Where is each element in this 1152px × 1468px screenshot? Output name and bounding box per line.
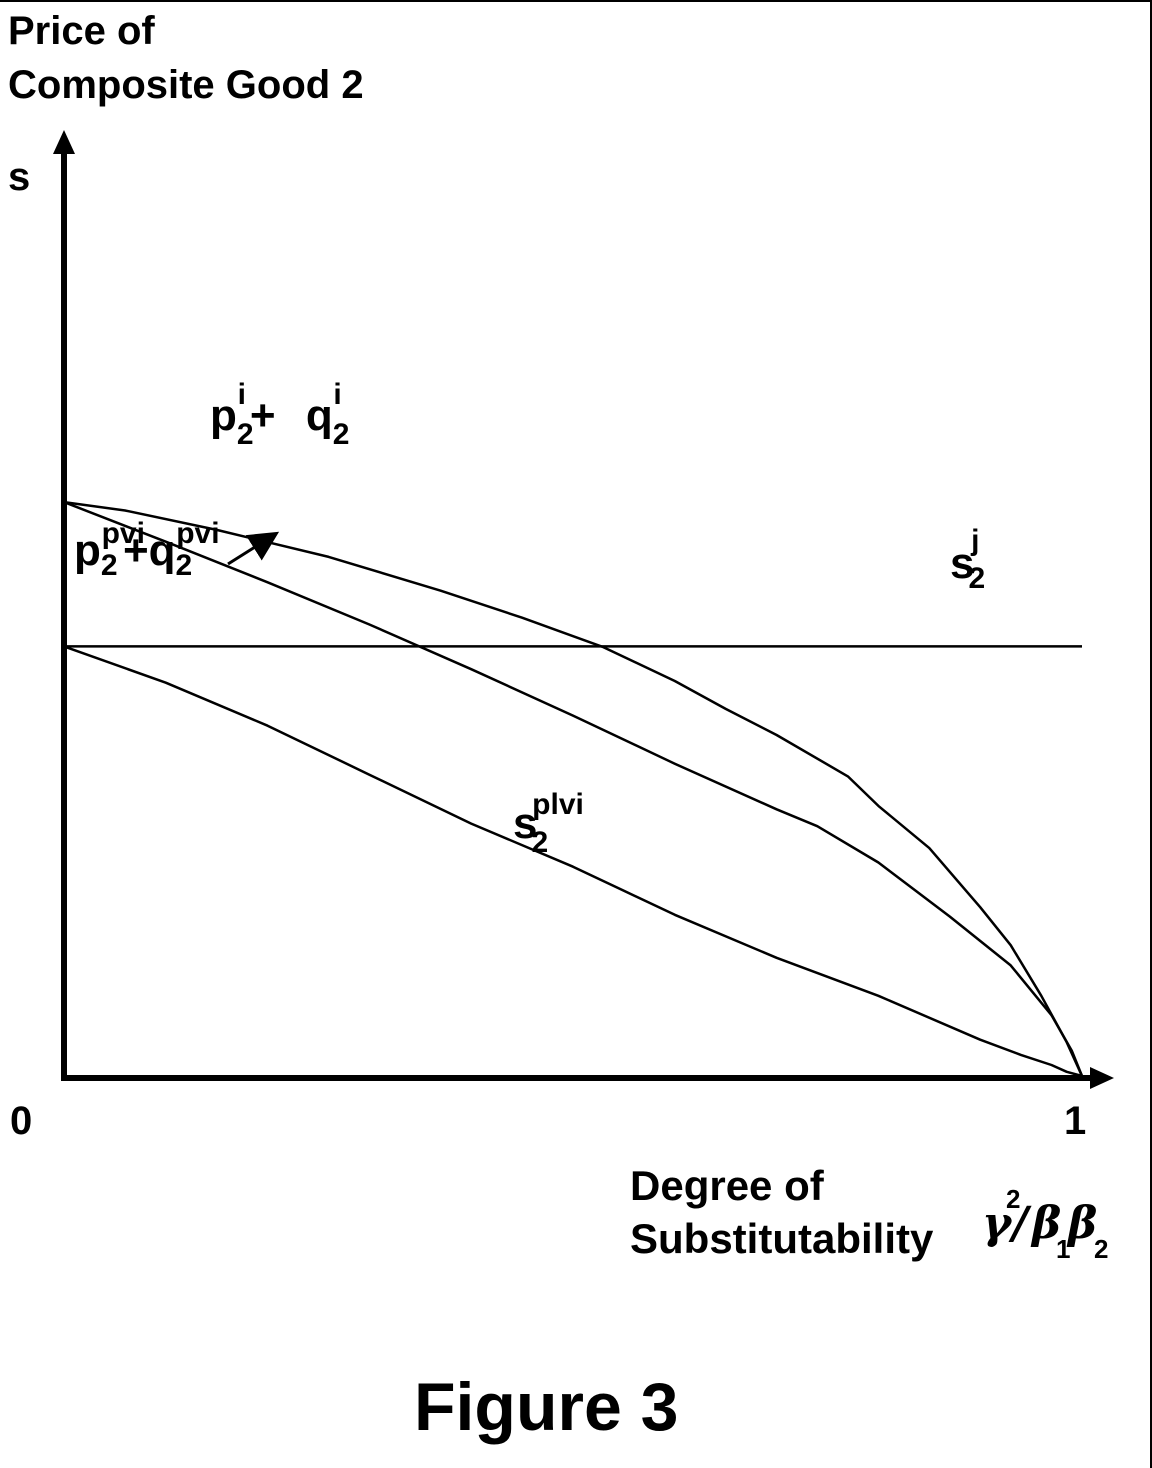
label-s2j: s2j [950,524,985,595]
label-p2pvi-q2pvi: p2pvi+q2pvi [74,517,220,582]
x-tick-label-0: 0 [10,1099,32,1143]
beta-subscript-1: 1 [1056,1234,1070,1264]
series-line-p2pvi-q2pvi [63,500,1084,1077]
beta-subscript-2: 2 [1094,1234,1108,1264]
x-axis-label-line2: Substitutability [630,1215,934,1262]
x-axis-label-line1: Degree of [630,1162,825,1209]
label-s2plvi: s2plvi [513,788,584,859]
x-tick-label-1: 1 [1064,1099,1086,1143]
series-line-p2i-q2i [63,500,1084,1077]
series-line-s2plvi [63,645,1083,1078]
y-axis-label-line2: Composite Good 2 [8,63,364,107]
figure-caption: Figure 3 [414,1369,679,1445]
x-axis-symbol: γ 2 / β 1 β 2 [982,1184,1108,1264]
x-axis-arrowhead [1090,1067,1114,1089]
series-group [63,500,1084,1078]
y-axis-label-line1: Price of [8,9,155,53]
label-pointer-arrow [227,531,280,566]
gamma-exponent: 2 [1006,1184,1020,1214]
gamma-symbol: γ [982,1198,1013,1249]
label-p2i-q2i: p2i+ q2i [210,378,349,451]
slash-symbol: / [1008,1198,1032,1249]
y-axis-symbol: s [8,155,30,199]
beta-symbol-1: β [1030,1198,1061,1249]
y-axis-arrowhead [53,130,75,154]
beta-symbol-2: β [1066,1198,1097,1249]
